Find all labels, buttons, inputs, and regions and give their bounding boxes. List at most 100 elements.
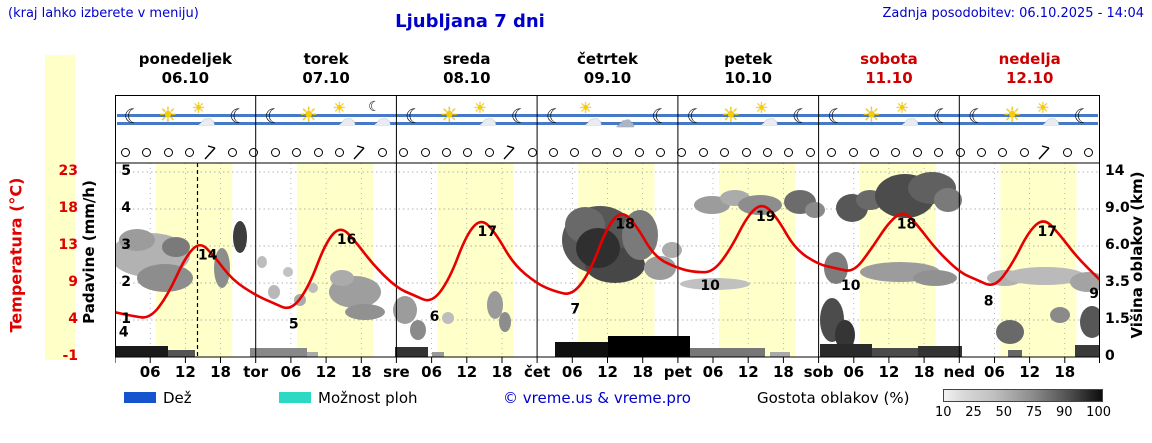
x-tick-hour: 12 xyxy=(456,363,478,381)
meteogram-chart: 4 14 5 16 6 17 7 18 10 19 10 18 8 17 9 xyxy=(110,95,1106,367)
moon-icon: ☾ xyxy=(932,104,951,128)
svg-text:14: 14 xyxy=(198,247,218,263)
copyright-link[interactable]: © vreme.us & vreme.pro xyxy=(503,389,691,407)
sun-icon: ☀ xyxy=(158,103,178,127)
cloud-height-tick: 9.0 xyxy=(1105,200,1130,216)
svg-text:8: 8 xyxy=(984,294,994,310)
sun-icon: ☀ xyxy=(439,103,459,127)
weather-icons-strip: ☾ ☀ ☀ ☁ ☾ ☾ ☀ ☀ ☁ ☾ ☁ ☾ ☀ ☀ ☁ ☾ ☾ ☀ ☁ ☁ ☾ ☾ ☀ ☀ ☁ ☾ ☾ ☀ ☀ ☁ ☾ ☾ ☀ ☀ ☁ ☾ xyxy=(115,96,1100,140)
cloud-cover-circle xyxy=(741,148,751,157)
temperature-tick: 18 xyxy=(58,200,78,216)
x-tick-hour: 18 xyxy=(632,363,654,381)
svg-text:10: 10 xyxy=(700,278,720,294)
cloud-cover-circle xyxy=(335,148,344,157)
moon-icon: ☾ xyxy=(1073,104,1092,128)
svg-text:19: 19 xyxy=(756,209,775,225)
sun-icon: ☀ xyxy=(861,103,881,127)
cloud-cover-circle xyxy=(656,148,665,157)
cloud-height-ticks: 14 9.0 6.0 3.5 1.5 0 xyxy=(1105,95,1149,367)
icon-strip-line xyxy=(117,122,1098,125)
day-date: 12.10 xyxy=(1005,69,1054,87)
precip-tick: 1 xyxy=(121,311,131,327)
temperature-tick: 23 xyxy=(58,163,78,179)
cloud-cover-circle xyxy=(784,148,794,157)
cloud-cover-circle xyxy=(377,148,387,157)
wind-barb-icon xyxy=(1037,145,1052,165)
x-tick-hour: 12 xyxy=(174,363,196,381)
cloud-cover-circle xyxy=(805,148,815,157)
x-tick-hour: 12 xyxy=(1019,363,1041,381)
x-tick-hour: 12 xyxy=(737,363,759,381)
cloud-cover-circle xyxy=(142,148,152,157)
x-tick-day: pet xyxy=(663,363,692,381)
rain-legend-swatch xyxy=(124,392,156,403)
moon-icon: ☾ xyxy=(967,104,986,128)
last-updated: Zadnja posodobitev: 06.10.2025 - 14:04 xyxy=(882,6,1144,21)
svg-text:16: 16 xyxy=(337,232,356,248)
cloud-cover-circle xyxy=(313,148,323,157)
page-title: Ljubljana 7 dni xyxy=(395,11,545,32)
svg-text:18: 18 xyxy=(615,217,634,233)
temperature-tick: 9 xyxy=(68,274,78,290)
temperature-ticks: 23 18 13 9 4 -1 xyxy=(6,95,78,367)
x-tick-hour: 18 xyxy=(772,363,794,381)
density-tick: 90 xyxy=(1055,405,1073,420)
suncloud-icon: ☀ ☁ xyxy=(191,99,216,130)
day-date: 06.10 xyxy=(161,69,210,87)
x-tick-day: tor xyxy=(243,363,269,381)
svg-text:18: 18 xyxy=(897,217,916,233)
showers-legend-swatch xyxy=(279,392,311,403)
precip-tick: 5 xyxy=(121,163,131,179)
sun-icon: ☀ xyxy=(721,103,741,127)
x-tick-hour: 18 xyxy=(491,363,513,381)
x-tick-hour: 06 xyxy=(139,363,161,381)
svg-text:7: 7 xyxy=(570,301,580,317)
density-tick: 75 xyxy=(1025,405,1043,420)
moon-icon: ☾ xyxy=(792,104,810,128)
day-date: 10.10 xyxy=(724,69,772,87)
cloud-cover-circle xyxy=(270,148,280,157)
x-tick-hour: 18 xyxy=(210,363,231,381)
cloud-cover-circle xyxy=(870,148,879,157)
cloud-cover-circle xyxy=(891,148,901,157)
x-tick-day: sre xyxy=(383,363,410,381)
cloud-cover-circle xyxy=(912,148,922,157)
cloud-cover-circle xyxy=(249,148,259,157)
density-tick: 25 xyxy=(965,405,982,420)
cloud-density-ticks: 10 25 50 75 90 100 xyxy=(935,405,1111,420)
cloud-height-tick: 14 xyxy=(1105,163,1125,179)
x-tick-hour: 06 xyxy=(421,363,443,381)
cloud-height-tick: 0 xyxy=(1105,348,1115,364)
precip-tick: 4 xyxy=(121,200,131,216)
showers-legend-label: Možnost ploh xyxy=(318,389,418,407)
day-header-06.10: ponedeljek 06.10 xyxy=(115,50,256,92)
suncloud-icon: ☀ ☁ xyxy=(895,99,920,130)
cloud-cover-circle xyxy=(1084,148,1093,157)
day-name: sobota xyxy=(860,50,918,68)
cloud-cover-circle xyxy=(549,148,558,157)
moon-icon: ☾ xyxy=(651,104,670,128)
day-header-12.10: nedelja 12.10 xyxy=(959,50,1100,92)
cloudmoon-icon: ☾ ☁ xyxy=(368,99,392,130)
temperature-tick: 13 xyxy=(58,237,78,253)
cloud-height-tick: 6.0 xyxy=(1105,237,1130,253)
day-header-10.10: petek 10.10 xyxy=(678,50,819,92)
temperature-tick: 4 xyxy=(68,311,78,327)
cloud-cover-circle xyxy=(848,148,858,157)
svg-text:9: 9 xyxy=(1089,286,1099,302)
day-name: torek xyxy=(303,50,349,68)
svg-text:6: 6 xyxy=(430,309,440,325)
day-date: 07.10 xyxy=(302,69,350,87)
cloud-cover-circle xyxy=(527,148,537,157)
suncloud-icon: ☀ ☁ xyxy=(578,99,603,130)
day-header-09.10: četrtek 09.10 xyxy=(537,50,678,92)
sun-icon: ☀ xyxy=(1002,103,1022,127)
rain-legend-label: Dež xyxy=(163,389,192,407)
day-header-08.10: sreda 08.10 xyxy=(396,50,537,92)
x-tick-day: čet xyxy=(524,363,551,381)
svg-text:10: 10 xyxy=(841,278,861,294)
x-tick-hour: 12 xyxy=(878,363,900,381)
cloud-icon: ☁ xyxy=(615,108,636,132)
svg-text:4: 4 xyxy=(119,325,129,341)
